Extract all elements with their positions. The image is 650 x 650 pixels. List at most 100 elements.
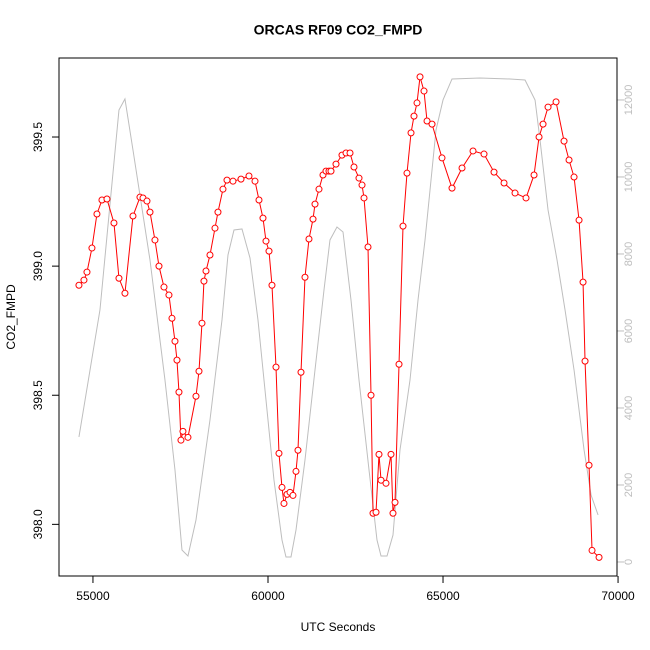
point	[346, 149, 354, 157]
point	[416, 73, 424, 81]
point	[160, 283, 168, 291]
y-tick-label: 398.5	[31, 380, 45, 410]
point	[395, 360, 403, 368]
point	[522, 194, 530, 202]
point	[458, 164, 466, 172]
point	[80, 276, 88, 284]
point	[110, 219, 118, 227]
point	[155, 262, 163, 270]
chart-title: ORCAS RF09 CO2_FMPD	[254, 22, 423, 38]
y-tick-label: 399.5	[31, 122, 45, 152]
point	[262, 237, 270, 245]
point	[315, 185, 323, 193]
point	[500, 179, 508, 187]
point	[560, 137, 568, 145]
x-tick-label: 55000	[76, 589, 110, 603]
y2-tick-label: 12000	[623, 85, 635, 116]
point	[377, 476, 385, 484]
point	[581, 357, 589, 365]
point	[364, 243, 372, 251]
series-line	[78, 77, 599, 558]
point	[372, 508, 380, 516]
y-tick-label: 399.0	[31, 251, 45, 281]
point	[480, 150, 488, 158]
point	[399, 222, 407, 230]
point	[265, 247, 273, 255]
point	[391, 498, 399, 506]
point	[115, 274, 123, 282]
point	[511, 189, 519, 197]
point	[268, 281, 276, 289]
point	[175, 388, 183, 396]
y2-tick-label: 10000	[623, 162, 635, 193]
point	[173, 356, 181, 364]
point	[251, 177, 259, 185]
point	[413, 99, 421, 107]
point	[595, 553, 603, 561]
point	[539, 120, 547, 128]
point	[530, 171, 538, 179]
x-tick-label: 65000	[426, 589, 460, 603]
point	[229, 177, 237, 185]
point	[165, 291, 173, 299]
point	[403, 169, 411, 177]
point	[410, 112, 418, 120]
point	[360, 194, 368, 202]
point	[448, 184, 456, 192]
point	[121, 289, 129, 297]
point	[289, 491, 297, 499]
point	[237, 175, 245, 183]
point	[469, 147, 477, 155]
x-axis-label: UTC Seconds	[301, 620, 376, 634]
point	[552, 98, 560, 106]
point	[83, 268, 91, 276]
point	[438, 154, 446, 162]
point	[184, 433, 192, 441]
point	[355, 174, 363, 182]
point	[171, 337, 179, 345]
point	[146, 208, 154, 216]
point	[428, 120, 436, 128]
point	[297, 368, 305, 376]
point	[272, 363, 280, 371]
point	[332, 160, 340, 168]
point	[490, 168, 498, 176]
point	[535, 133, 543, 141]
point	[588, 546, 596, 554]
point	[575, 216, 583, 224]
y2-tick-label: 8000	[623, 242, 635, 266]
point	[350, 163, 358, 171]
point	[407, 129, 415, 137]
point	[375, 450, 383, 458]
y2-tick-label: 2000	[623, 473, 635, 497]
point	[195, 367, 203, 375]
point	[280, 499, 288, 507]
point	[88, 244, 96, 252]
point	[168, 314, 176, 322]
point	[327, 167, 335, 175]
point	[305, 235, 313, 243]
point	[143, 197, 151, 205]
point	[358, 181, 366, 189]
point	[255, 196, 263, 204]
point	[259, 214, 267, 222]
point	[202, 267, 210, 275]
point	[211, 224, 219, 232]
point	[292, 467, 300, 475]
point	[93, 210, 101, 218]
point	[198, 319, 206, 327]
point	[219, 185, 227, 193]
point	[585, 461, 593, 469]
point	[309, 215, 317, 223]
point	[245, 172, 253, 180]
point	[151, 236, 159, 244]
point	[389, 509, 397, 517]
point	[570, 173, 578, 181]
y2-tick-label: 0	[623, 559, 635, 565]
point	[179, 427, 187, 435]
point	[103, 195, 111, 203]
plot-frame	[58, 57, 618, 577]
y2-tick-label: 4000	[623, 396, 635, 420]
y-axis-label: CO2_FMPD	[4, 284, 18, 350]
